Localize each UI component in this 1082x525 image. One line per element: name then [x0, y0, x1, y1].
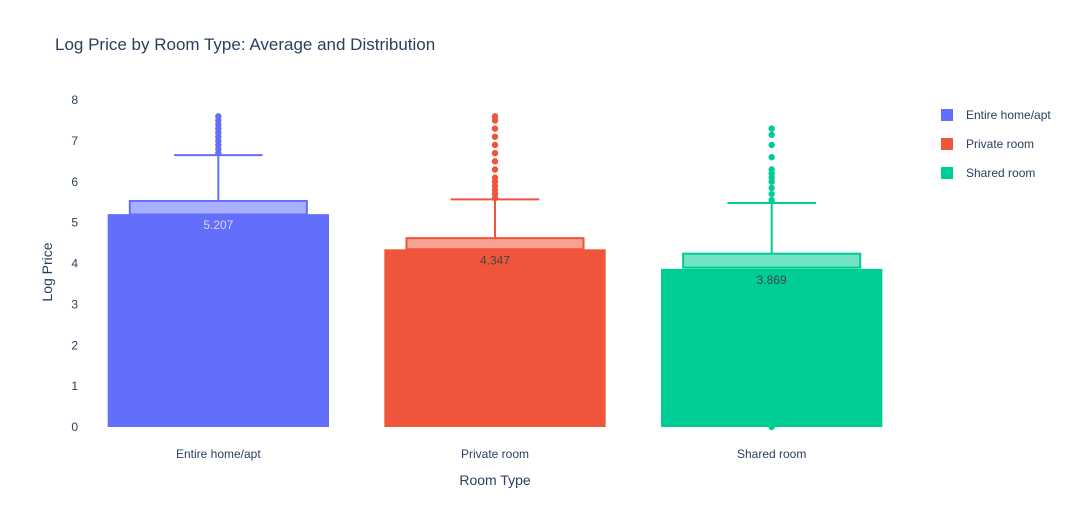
- outlier-point: [768, 184, 775, 192]
- legend-swatch[interactable]: [941, 138, 953, 150]
- outlier-point: [491, 141, 499, 149]
- y-axis: 0 1 2 3 4 5 6 7 8: [71, 93, 78, 434]
- bar[interactable]: [661, 268, 883, 427]
- y-tick-label: 8: [71, 93, 78, 107]
- legend[interactable]: Entire home/apt Private room Shared room: [941, 108, 1051, 180]
- y-tick-label: 2: [71, 338, 78, 352]
- outlier-point: [768, 423, 775, 431]
- bar-value-label: 5.207: [203, 218, 233, 232]
- outlier-point: [768, 131, 775, 138]
- x-tick-label: Private room: [461, 447, 529, 461]
- y-tick-label: 7: [71, 134, 78, 148]
- legend-item-label[interactable]: Entire home/apt: [966, 108, 1051, 122]
- outlier-point: [491, 174, 499, 181]
- box[interactable]: [128, 199, 308, 216]
- outlier-point: [491, 158, 499, 165]
- y-tick-label: 4: [71, 257, 78, 271]
- outlier-point: [491, 125, 499, 132]
- outlier-point: [491, 166, 499, 173]
- legend-item-label[interactable]: Private room: [966, 137, 1034, 151]
- outlier-point: [768, 141, 775, 149]
- bar-value-label: 3.869: [757, 273, 787, 287]
- box[interactable]: [682, 252, 862, 269]
- y-tick-label: 0: [71, 420, 78, 434]
- outlier-point: [768, 125, 775, 132]
- y-axis-title: Log Price: [39, 242, 55, 301]
- outlier-point: [768, 166, 775, 173]
- x-axis-title: Room Type: [459, 472, 531, 488]
- x-axis: Entire home/apt Private room Shared room: [176, 447, 806, 461]
- chart-title: Log Price by Room Type: Average and Dist…: [55, 35, 435, 54]
- outlier-point: [491, 113, 499, 120]
- outlier-point: [768, 196, 775, 204]
- outlier-point: [768, 154, 775, 161]
- y-tick-label: 5: [71, 216, 78, 230]
- legend-swatch[interactable]: [941, 109, 953, 121]
- bars: [107, 214, 883, 427]
- outlier-point: [491, 149, 499, 157]
- y-tick-label: 6: [71, 175, 78, 189]
- bar-value-label: 4.347: [480, 253, 510, 267]
- bar-labels: 5.207 4.347 3.869: [203, 218, 787, 287]
- y-tick-label: 1: [71, 379, 78, 393]
- boxes: [128, 113, 862, 431]
- bar[interactable]: [107, 214, 330, 427]
- box[interactable]: [405, 237, 585, 251]
- legend-swatch[interactable]: [941, 167, 953, 179]
- y-tick-label: 3: [71, 297, 78, 311]
- x-tick-label: Shared room: [737, 447, 806, 461]
- x-tick-label: Entire home/apt: [176, 447, 261, 461]
- legend-item-label[interactable]: Shared room: [966, 166, 1035, 180]
- outlier-point: [491, 133, 499, 140]
- bar[interactable]: [384, 249, 606, 427]
- outlier-point: [768, 190, 775, 198]
- outlier-point: [215, 113, 222, 120]
